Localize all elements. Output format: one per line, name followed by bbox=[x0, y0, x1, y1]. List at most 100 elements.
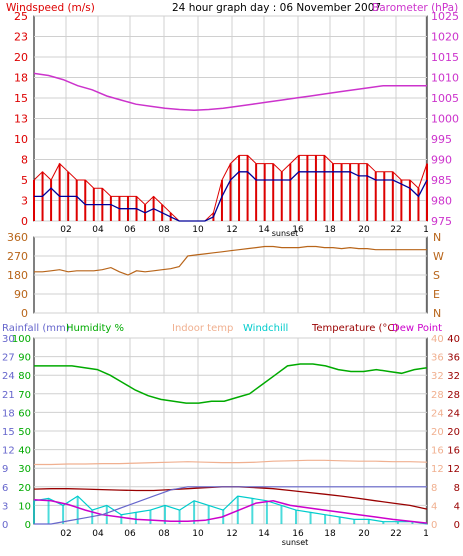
climate-axes: 3027242118151296301009080706050403020100… bbox=[2, 334, 460, 539]
temp-a-y-tick: 24 bbox=[431, 408, 444, 419]
temp-a-y-tick: 28 bbox=[431, 390, 444, 401]
temp-a-y-tick: 16 bbox=[431, 446, 444, 457]
climate-x-tick: 06 bbox=[124, 529, 136, 539]
rain-y-tick: 0 bbox=[2, 520, 8, 531]
direction-y-tick: 360 bbox=[7, 231, 28, 244]
rain-y-tick: 3 bbox=[2, 501, 8, 512]
wind-x-tick: 02 bbox=[60, 225, 71, 235]
rain-y-tick: 15 bbox=[2, 427, 15, 438]
temp-b-y-tick: 28 bbox=[447, 390, 460, 401]
wind-y-tick: 20 bbox=[14, 51, 28, 64]
direction-y-tick: 90 bbox=[14, 288, 28, 301]
climate-x-tick: 12 bbox=[226, 529, 237, 539]
climate-x-tick: 1 bbox=[423, 529, 429, 539]
legend-windchill: Windchill bbox=[243, 323, 288, 334]
graph-title: 24 hour graph day : 06 November 2007 bbox=[172, 2, 381, 14]
rain-y-tick: 6 bbox=[2, 483, 8, 494]
wind-y-tick: 25 bbox=[14, 10, 28, 23]
temp-a-y-tick: 8 bbox=[431, 483, 437, 494]
compass-tick: E bbox=[433, 288, 440, 301]
humidity-line bbox=[34, 363, 428, 404]
wind-x-tick: 10 bbox=[192, 225, 204, 235]
wind-x-tick: 06 bbox=[124, 225, 136, 235]
humidity-y-tick: 30 bbox=[18, 464, 31, 475]
compass-tick: W bbox=[433, 250, 444, 263]
climate-x-tick: 08 bbox=[158, 529, 170, 539]
legend-indoor: Indoor temp bbox=[172, 323, 233, 334]
baro-y-tick: 1020 bbox=[431, 31, 459, 44]
humidity-y-tick: 60 bbox=[18, 408, 31, 419]
climate-x-tick: 16 bbox=[292, 529, 304, 539]
humidity-y-tick: 40 bbox=[18, 446, 31, 457]
baro-y-tick: 995 bbox=[431, 133, 452, 146]
baro-y-tick: 980 bbox=[431, 195, 452, 208]
humidity-y-tick: 10 bbox=[18, 501, 31, 512]
wind-x-tick: 1 bbox=[423, 225, 429, 235]
baro-y-tick: 985 bbox=[431, 174, 452, 187]
compass-tick: N bbox=[433, 307, 441, 320]
rain-y-tick: 27 bbox=[2, 353, 15, 364]
rain-y-tick: 9 bbox=[2, 464, 8, 475]
legend-humidity: Humidity % bbox=[66, 323, 124, 334]
climate-x-tick: 04 bbox=[92, 529, 104, 539]
legend-rainfall: Rainfall (mm) bbox=[2, 323, 70, 334]
baro-y-tick: 1015 bbox=[431, 51, 459, 64]
barometer-line bbox=[33, 72, 427, 112]
wind-grid bbox=[34, 15, 427, 222]
temp-b-y-tick: 40 bbox=[447, 334, 460, 345]
wind-y-tick: 10 bbox=[14, 133, 28, 146]
wind-axes: 0358101315182023259759809859909951000100… bbox=[14, 10, 459, 235]
climate-x-tick: 02 bbox=[60, 529, 71, 539]
temp-b-y-tick: 32 bbox=[447, 371, 460, 382]
climate-x-tick: 10 bbox=[192, 529, 204, 539]
direction-grid bbox=[34, 236, 427, 314]
rain-y-tick: 30 bbox=[2, 334, 15, 345]
windspeed-bars bbox=[33, 155, 428, 221]
temp-b-y-tick: 4 bbox=[454, 501, 460, 512]
temp-b-y-tick: 8 bbox=[454, 483, 460, 494]
temp-a-y-tick: 12 bbox=[431, 464, 444, 475]
humidity-y-tick: 0 bbox=[25, 520, 31, 531]
wind-y-tick: 13 bbox=[14, 113, 28, 126]
compass-tick: N bbox=[433, 231, 441, 244]
sunset-label-bottom: sunset bbox=[282, 538, 309, 547]
temp-b-y-tick: 20 bbox=[447, 427, 460, 438]
wind-average-line bbox=[34, 171, 428, 222]
temp-b-y-tick: 36 bbox=[447, 353, 460, 364]
direction-y-tick: 0 bbox=[21, 307, 28, 320]
baro-y-tick: 1000 bbox=[431, 113, 459, 126]
temp-b-y-tick: 12 bbox=[447, 464, 460, 475]
temp-b-y-tick: 24 bbox=[447, 408, 460, 419]
rain-y-tick: 12 bbox=[2, 446, 15, 457]
baro-y-tick: 1025 bbox=[431, 10, 459, 23]
temp-a-y-tick: 40 bbox=[431, 334, 444, 345]
wind-x-tick: 16 bbox=[292, 225, 304, 235]
wind-x-tick: 12 bbox=[226, 225, 237, 235]
humidity-y-tick: 20 bbox=[18, 483, 31, 494]
wind-x-tick: 08 bbox=[158, 225, 170, 235]
legend-dewpoint: Dew Point bbox=[392, 323, 442, 334]
baro-y-tick: 1010 bbox=[431, 72, 459, 85]
temp-a-y-tick: 4 bbox=[431, 501, 437, 512]
rain-y-tick: 18 bbox=[2, 408, 15, 419]
direction-y-tick: 180 bbox=[7, 269, 28, 282]
wind-y-tick: 0 bbox=[21, 215, 28, 228]
baro-y-tick: 1005 bbox=[431, 92, 459, 105]
wind-x-tick: 22 bbox=[390, 225, 401, 235]
legend-temperature: Temperature (°C) bbox=[311, 323, 398, 334]
dewpoint-line bbox=[33, 499, 428, 524]
direction-y-tick: 270 bbox=[7, 250, 28, 263]
humidity-y-tick: 90 bbox=[18, 353, 31, 364]
rain-y-tick: 24 bbox=[2, 371, 15, 382]
windchill-line bbox=[33, 495, 428, 525]
climate-x-tick: 14 bbox=[258, 529, 270, 539]
temp-b-y-tick: 16 bbox=[447, 446, 460, 457]
rainfall-line bbox=[34, 486, 427, 525]
compass-tick: S bbox=[433, 269, 440, 282]
climate-x-tick: 20 bbox=[358, 529, 370, 539]
windspeed-line bbox=[33, 154, 428, 222]
humidity-y-tick: 50 bbox=[18, 427, 31, 438]
temp-a-y-tick: 20 bbox=[431, 427, 444, 438]
